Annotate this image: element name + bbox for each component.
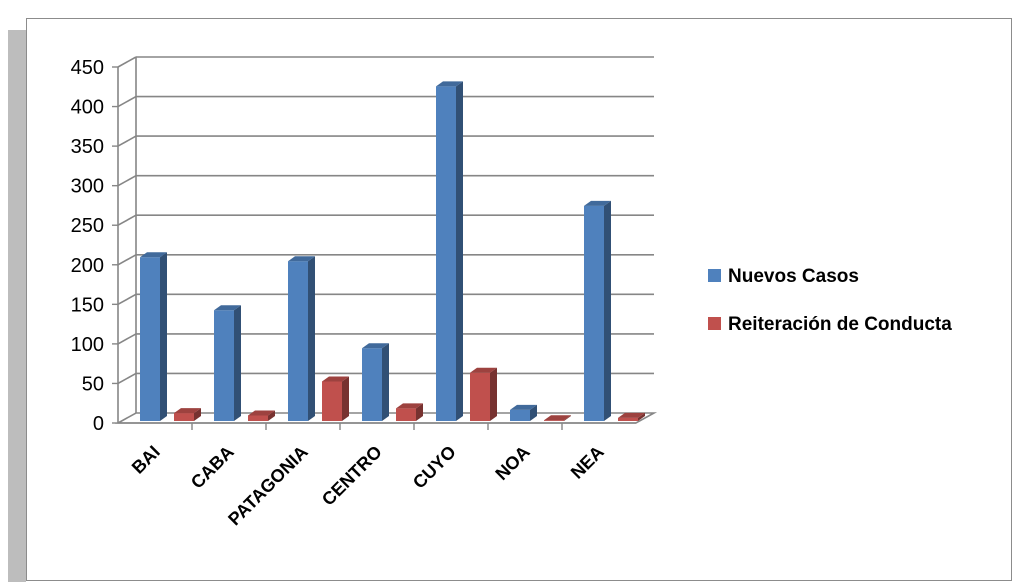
y-tick-labels: 0 50 100 150 200 250 300 350 400 450	[71, 57, 104, 435]
bar-nuevos-casos-patagonia	[288, 256, 315, 421]
bar-reiteracion-bai	[174, 408, 201, 421]
x-tick-label: CUYO	[409, 442, 460, 493]
bar-reiteracion-caba	[248, 410, 275, 421]
bar-nuevos-casos-nea	[584, 200, 611, 421]
x-tick-label: NOA	[491, 442, 533, 484]
chart-area	[26, 18, 1012, 581]
frame-shadow	[8, 30, 26, 582]
gridline-depth	[117, 174, 137, 187]
legend-swatch	[708, 317, 721, 330]
gridline-depth	[117, 372, 137, 385]
y-tick-label: 150	[71, 294, 104, 316]
y-tick-label: 250	[71, 215, 104, 237]
x-tick-label: NEA	[567, 442, 608, 483]
y-tick-label: 300	[71, 176, 104, 198]
bars	[140, 81, 645, 422]
gridline-depth	[117, 56, 137, 68]
legend: Nuevos Casos Reiteración de Conducta	[708, 266, 952, 335]
gridline-depth	[117, 214, 137, 226]
bar-reiteracion-centro	[396, 403, 423, 421]
gridlines	[117, 56, 654, 385]
gridline-depth	[117, 95, 137, 108]
bar-nuevos-casos-cuyo	[436, 81, 463, 422]
y-tick-label: 350	[71, 136, 104, 158]
x-tick-label: BAI	[128, 442, 164, 478]
bar-reiteracion-nea	[618, 412, 645, 421]
y-tick-label: 450	[71, 57, 104, 79]
legend-label: Nuevos Casos	[728, 266, 859, 287]
bar-reiteracion-noa	[544, 415, 571, 421]
legend-label: Reiteración de Conducta	[728, 314, 952, 335]
x-tick-label: CENTRO	[318, 442, 386, 510]
bar-nuevos-casos-bai	[140, 252, 167, 421]
gridline-depth	[117, 254, 137, 266]
y-tick-label: 50	[82, 373, 104, 395]
bar-nuevos-casos-noa	[510, 404, 537, 421]
gridline-depth	[117, 333, 137, 345]
x-tick-label: PATAGONIA	[224, 442, 312, 530]
bar-nuevos-casos-caba	[214, 305, 241, 421]
y-tick-label: 200	[71, 255, 104, 277]
bar-reiteracion-cuyo	[470, 367, 497, 421]
x-tick-label: CABA	[187, 442, 238, 493]
y-tick-label: 400	[71, 97, 104, 119]
gridline-depth	[117, 135, 137, 147]
y-tick-label: 0	[93, 413, 104, 435]
bar-reiteracion-patagonia	[322, 376, 349, 421]
y-tick-label: 100	[71, 334, 104, 356]
legend-swatch	[708, 269, 721, 282]
bar-nuevos-casos-centro	[362, 343, 389, 421]
gridline-depth	[117, 293, 137, 306]
